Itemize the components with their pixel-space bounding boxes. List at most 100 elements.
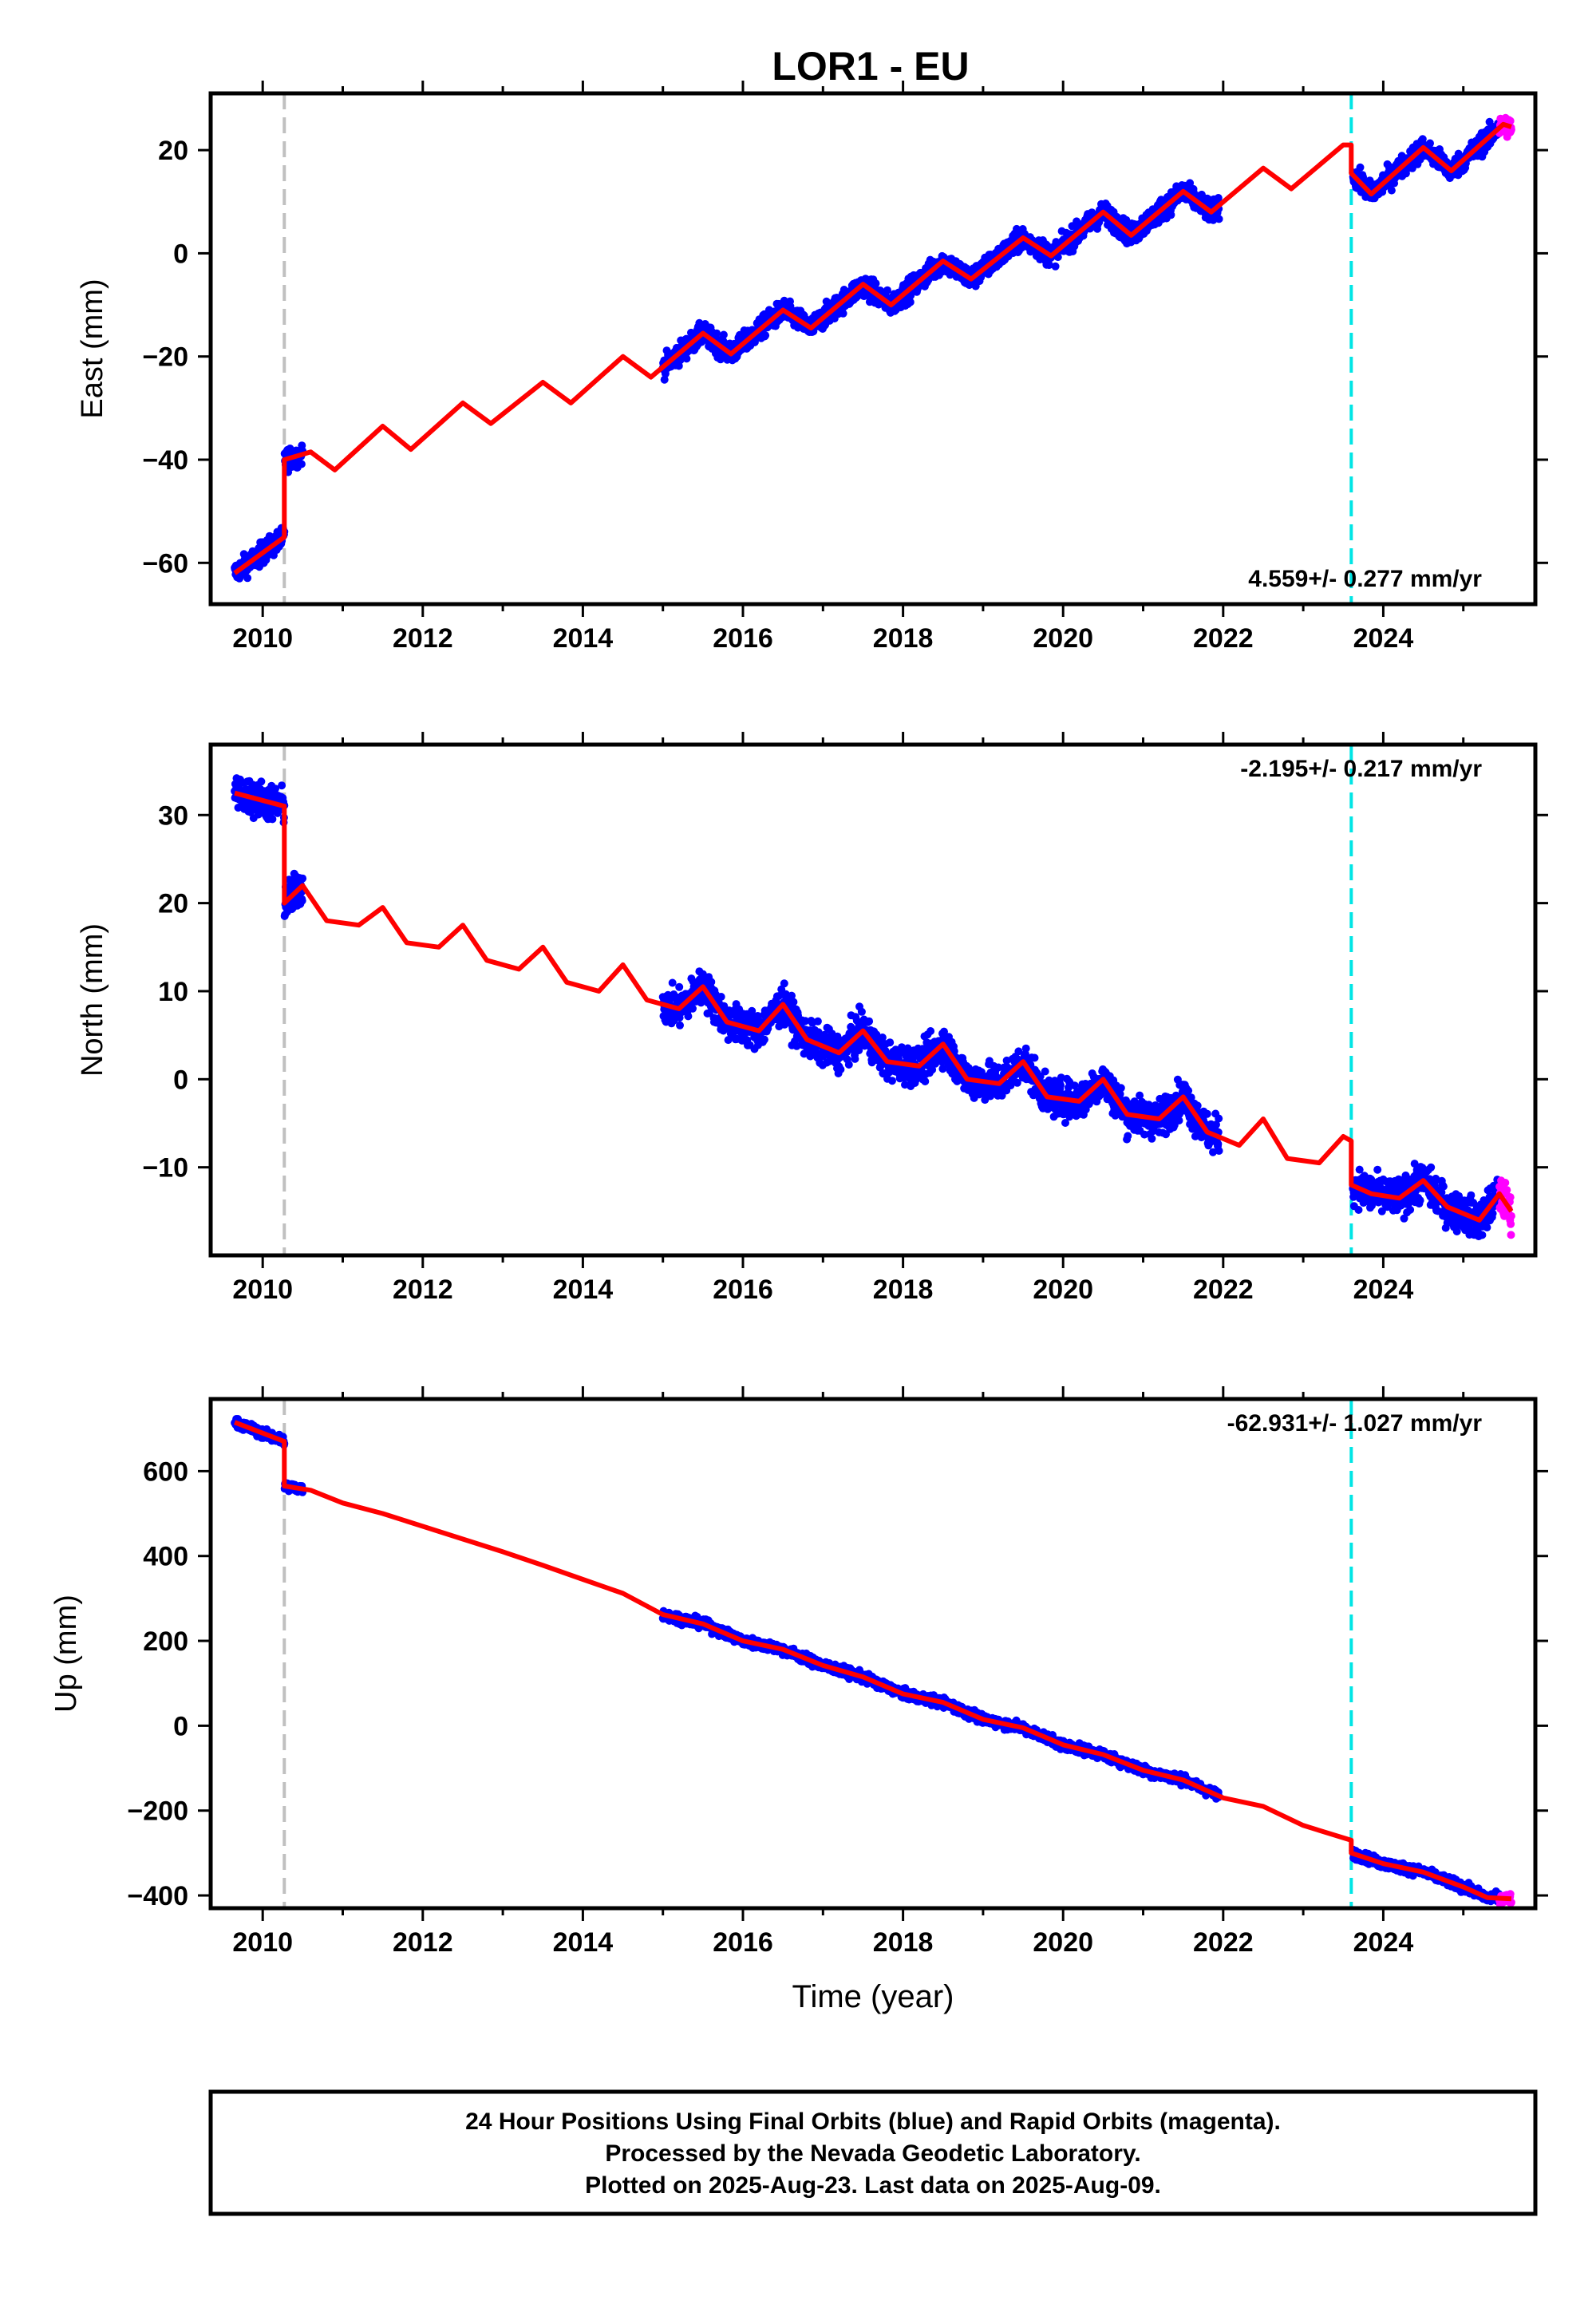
final-orbit-point bbox=[1426, 139, 1434, 148]
final-orbit-point bbox=[682, 354, 691, 363]
final-orbit-point bbox=[844, 1061, 853, 1069]
plot-frame bbox=[208, 742, 1538, 1258]
final-orbit-point bbox=[1175, 1117, 1183, 1124]
final-orbit-point bbox=[1136, 1091, 1144, 1100]
final-orbit-point bbox=[857, 1007, 866, 1016]
rapid-orbit-point bbox=[1507, 1211, 1515, 1220]
final-orbit-point bbox=[789, 998, 798, 1006]
final-orbit-point bbox=[1124, 1132, 1132, 1140]
final-orbit-point bbox=[926, 1027, 935, 1035]
final-orbit-point bbox=[1203, 1109, 1211, 1118]
x-tick-label: 2014 bbox=[553, 623, 614, 654]
y-axis-label: East (mm) bbox=[76, 279, 109, 418]
final-orbit-point bbox=[851, 1054, 859, 1063]
panel-east: 2010 2012 2014 2016 2018 2020 2022 2024−60−40−2… bbox=[76, 81, 1548, 654]
final-orbit-point bbox=[1030, 1053, 1039, 1062]
final-orbit-point bbox=[886, 1038, 895, 1047]
final-orbit-point bbox=[1070, 1081, 1079, 1090]
final-orbit-point bbox=[1061, 1119, 1069, 1127]
final-orbit-point bbox=[1184, 1086, 1193, 1095]
final-orbit-point bbox=[801, 1017, 810, 1026]
final-orbit-point bbox=[1455, 1192, 1464, 1200]
final-orbit-point bbox=[888, 1077, 896, 1085]
final-orbit-point bbox=[1416, 1196, 1424, 1205]
final-orbit-point bbox=[761, 331, 770, 340]
final-orbit-point bbox=[1215, 1147, 1223, 1155]
final-orbit-point bbox=[1212, 1120, 1220, 1129]
final-orbit-point bbox=[1215, 1114, 1223, 1123]
final-orbit-point bbox=[1406, 1205, 1415, 1214]
final-orbit-point bbox=[717, 993, 725, 1001]
final-orbit-point bbox=[994, 1063, 1003, 1072]
final-orbit-point bbox=[257, 777, 266, 786]
final-orbit-point bbox=[1467, 1191, 1476, 1199]
final-orbit-point bbox=[1387, 186, 1396, 195]
final-orbit-point bbox=[1014, 1047, 1023, 1056]
final-orbit-point bbox=[1167, 211, 1175, 219]
final-orbit-point bbox=[707, 978, 716, 986]
final-orbit-point bbox=[1215, 215, 1223, 223]
y-tick-label: 0 bbox=[173, 239, 188, 269]
final-orbit-point bbox=[1427, 1163, 1436, 1172]
x-tick-label: 2024 bbox=[1353, 623, 1414, 654]
final-orbit-point bbox=[871, 279, 880, 288]
final-orbit-point bbox=[1036, 1072, 1045, 1081]
final-orbit-point bbox=[878, 1034, 887, 1041]
x-tick-label: 2018 bbox=[873, 623, 934, 654]
final-orbit-point bbox=[921, 1077, 930, 1085]
final-orbit-point bbox=[780, 979, 788, 988]
x-tick-label: 2012 bbox=[393, 623, 453, 654]
final-orbit-point bbox=[713, 329, 721, 338]
final-orbit-point bbox=[1452, 1227, 1461, 1235]
final-orbit-point bbox=[1209, 1148, 1217, 1156]
final-orbit-point bbox=[1045, 261, 1053, 270]
final-orbit-point bbox=[1053, 253, 1062, 262]
final-orbit-point bbox=[1193, 1101, 1202, 1110]
rapid-orbit-point bbox=[1503, 1186, 1511, 1195]
final-orbit-point bbox=[689, 1004, 697, 1013]
final-orbit-point bbox=[1355, 1165, 1364, 1174]
final-orbit-point bbox=[268, 815, 277, 824]
final-orbit-point bbox=[676, 1021, 684, 1030]
x-tick-label: 2022 bbox=[1193, 623, 1254, 654]
x-axis: 2010 2012 2014 2016 2018 2020 2022 2024 bbox=[232, 81, 1465, 654]
final-orbit-point bbox=[1354, 1206, 1363, 1214]
final-orbit-point bbox=[928, 1065, 937, 1074]
final-orbit-point bbox=[906, 298, 915, 306]
final-orbit-point bbox=[1400, 1214, 1408, 1223]
final-orbit-point bbox=[792, 1041, 801, 1050]
final-orbit-point bbox=[1439, 1182, 1448, 1191]
final-orbit-point bbox=[1116, 1084, 1125, 1093]
final-orbit-point bbox=[1356, 163, 1365, 172]
data-points bbox=[231, 113, 1515, 583]
final-orbit-point bbox=[1377, 1207, 1386, 1215]
final-orbit-point bbox=[865, 1017, 874, 1026]
final-orbit-point bbox=[1373, 1165, 1382, 1174]
final-orbit-point bbox=[1187, 1093, 1195, 1102]
final-orbit-point bbox=[1483, 1223, 1491, 1231]
final-orbit-point bbox=[1214, 194, 1223, 202]
final-orbit-point bbox=[883, 286, 891, 294]
final-orbit-point bbox=[788, 991, 796, 1000]
model-fit-line bbox=[233, 121, 1512, 575]
rapid-orbit-point bbox=[1507, 1231, 1515, 1239]
final-orbit-point bbox=[1041, 1067, 1049, 1076]
rapid-orbit-point bbox=[1506, 1193, 1515, 1202]
final-orbit-point bbox=[1021, 1044, 1030, 1053]
final-orbit-point bbox=[1051, 262, 1060, 271]
final-orbit-point bbox=[684, 1012, 693, 1021]
final-orbit-point bbox=[1116, 1089, 1124, 1098]
panels: 2010 2012 2014 2016 2018 2020 2022 2024 −60−40−2… bbox=[49, 81, 1548, 2014]
final-orbit-point bbox=[660, 375, 669, 384]
x-axis: 2010 2012 2014 2016 2018 2020 2022 2024 bbox=[232, 732, 1465, 1305]
x-tick-label: 2016 bbox=[713, 623, 773, 654]
final-orbit-point bbox=[278, 781, 286, 790]
chart-title: LOR1 - EU bbox=[772, 44, 969, 89]
final-orbit-point bbox=[1410, 1160, 1419, 1168]
rapid-orbit-point bbox=[1506, 117, 1515, 125]
plot-frame bbox=[208, 91, 1538, 607]
final-orbit-point bbox=[1148, 1134, 1156, 1143]
final-orbit-point bbox=[271, 785, 279, 793]
